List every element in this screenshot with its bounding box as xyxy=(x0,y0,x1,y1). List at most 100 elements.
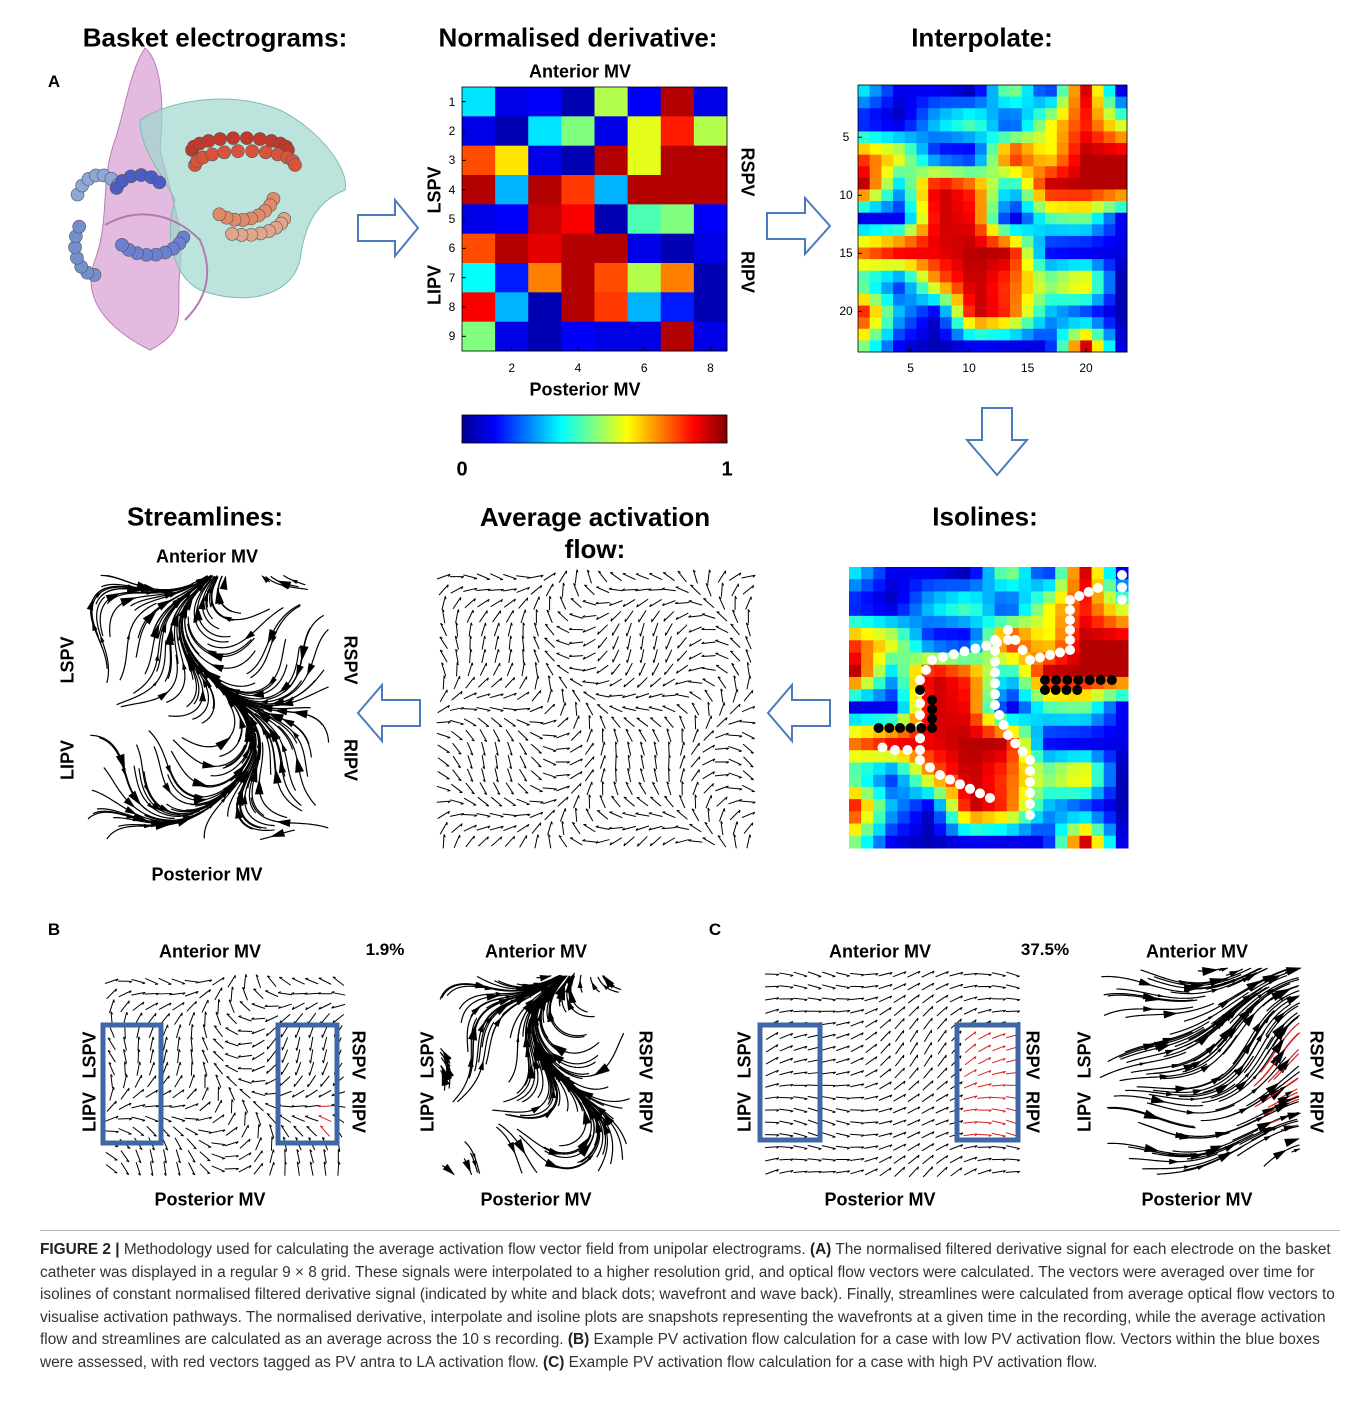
isoline-cell xyxy=(1092,726,1105,739)
flow-vector xyxy=(765,1122,779,1124)
flow-vector xyxy=(793,1159,807,1161)
interpolated-cell xyxy=(881,306,893,318)
flow-vector xyxy=(494,623,499,636)
flow-vector xyxy=(252,1066,265,1071)
interpolated-cell xyxy=(963,271,975,283)
flow-vector xyxy=(133,1127,144,1136)
orientation-label: RSPV xyxy=(1306,1030,1327,1079)
isoline-cell xyxy=(958,714,971,727)
flow-vector xyxy=(171,993,185,995)
interpolated-cell xyxy=(870,306,882,318)
flow-vector xyxy=(624,678,634,687)
isoline-dot xyxy=(990,657,1000,667)
flow-vector xyxy=(836,1097,850,1099)
isoline-dot xyxy=(1065,645,1075,655)
flow-vector xyxy=(450,720,464,724)
flow-vector xyxy=(715,762,729,763)
flow-vector xyxy=(534,636,540,649)
isoline-cell xyxy=(1007,799,1020,812)
flow-vector xyxy=(585,757,594,768)
flow-vector xyxy=(704,783,714,793)
isoline-dot xyxy=(895,723,905,733)
interpolated-cell xyxy=(1010,340,1022,352)
isoline-cell xyxy=(1104,836,1117,849)
flow-vector xyxy=(493,729,500,741)
flow-vector xyxy=(529,801,543,803)
flow-vector xyxy=(765,986,779,988)
flow-vector xyxy=(107,989,117,999)
y-tick-label: 5 xyxy=(449,212,456,226)
flow-vector xyxy=(189,1012,194,1025)
flow-vector xyxy=(131,992,145,995)
interpolated-cell xyxy=(1022,236,1034,248)
interpolated-cell xyxy=(916,108,928,120)
interpolated-cell xyxy=(1115,329,1127,341)
flow-vector xyxy=(520,676,527,688)
flow-vector xyxy=(836,1046,849,1051)
flow-vector xyxy=(451,587,463,594)
interpolated-cell xyxy=(1104,108,1116,120)
interpolated-cell xyxy=(1010,236,1022,248)
isoline-cell xyxy=(958,677,971,690)
interpolated-cell xyxy=(940,317,952,329)
flow-vector xyxy=(456,649,458,663)
isoline-cell xyxy=(970,726,983,739)
interpolated-cell xyxy=(1104,236,1116,248)
flow-vector xyxy=(242,1100,248,1113)
isoline-cell xyxy=(861,616,874,629)
flow-vector xyxy=(490,826,503,830)
isoline-cell xyxy=(946,628,959,641)
flow-vector xyxy=(587,729,592,742)
flow-vector xyxy=(729,759,742,765)
isoline-cell xyxy=(995,738,1008,751)
flow-vector xyxy=(469,623,472,637)
isoline-cell xyxy=(849,677,862,690)
flow-vector xyxy=(135,1075,142,1087)
flow-vector xyxy=(216,1075,221,1088)
streamline-arrowhead xyxy=(578,979,583,988)
isoline-cell xyxy=(885,701,898,714)
isoline-cell xyxy=(1007,604,1020,617)
interpolated-cell xyxy=(1057,143,1069,155)
flow-vector xyxy=(836,1133,850,1137)
isoline-cell xyxy=(922,604,935,617)
streamline-arrowhead xyxy=(1143,1006,1154,1012)
flow-vector xyxy=(574,716,580,729)
isoline-cell xyxy=(970,628,983,641)
isoline-cell xyxy=(958,665,971,678)
flow-vector xyxy=(270,1162,275,1175)
flow-vector xyxy=(866,1044,877,1053)
flow-vector xyxy=(794,972,807,977)
interpolated-cell xyxy=(1057,282,1069,294)
isoline-cell xyxy=(898,689,911,702)
orientation-label: Posterior MV xyxy=(824,1190,935,1211)
flow-vector xyxy=(880,1019,891,1028)
heatmap-cell xyxy=(628,263,662,293)
interpolated-cell xyxy=(881,329,893,341)
flow-vector xyxy=(596,826,610,830)
interpolated-cell xyxy=(1069,259,1081,271)
flow-vector xyxy=(495,768,498,782)
flow-vector xyxy=(454,835,460,848)
isoline-dot xyxy=(1065,595,1075,605)
isoline-cell xyxy=(873,701,886,714)
isoline-cell xyxy=(1007,653,1020,666)
heatmap-cell xyxy=(694,146,728,176)
interpolated-cell xyxy=(1069,120,1081,132)
interpolated-cell xyxy=(987,108,999,120)
orientation-label: LIPV xyxy=(1075,1092,1096,1132)
flow-vector xyxy=(455,636,458,650)
interpolated-cell xyxy=(975,306,987,318)
interpolated-cell xyxy=(1069,248,1081,260)
orientation-label: LSPV xyxy=(80,1031,101,1078)
y-tick-label: 10 xyxy=(839,188,852,202)
flow-vector xyxy=(118,981,132,983)
isoline-dot xyxy=(1040,675,1050,685)
flow-vector xyxy=(530,706,543,711)
flow-vector xyxy=(508,755,511,769)
flow-vector xyxy=(305,1116,318,1121)
isoline-cell xyxy=(861,824,874,837)
flow-vector xyxy=(215,1100,221,1112)
flow-vector xyxy=(279,977,290,985)
interpolated-cell xyxy=(893,248,905,260)
